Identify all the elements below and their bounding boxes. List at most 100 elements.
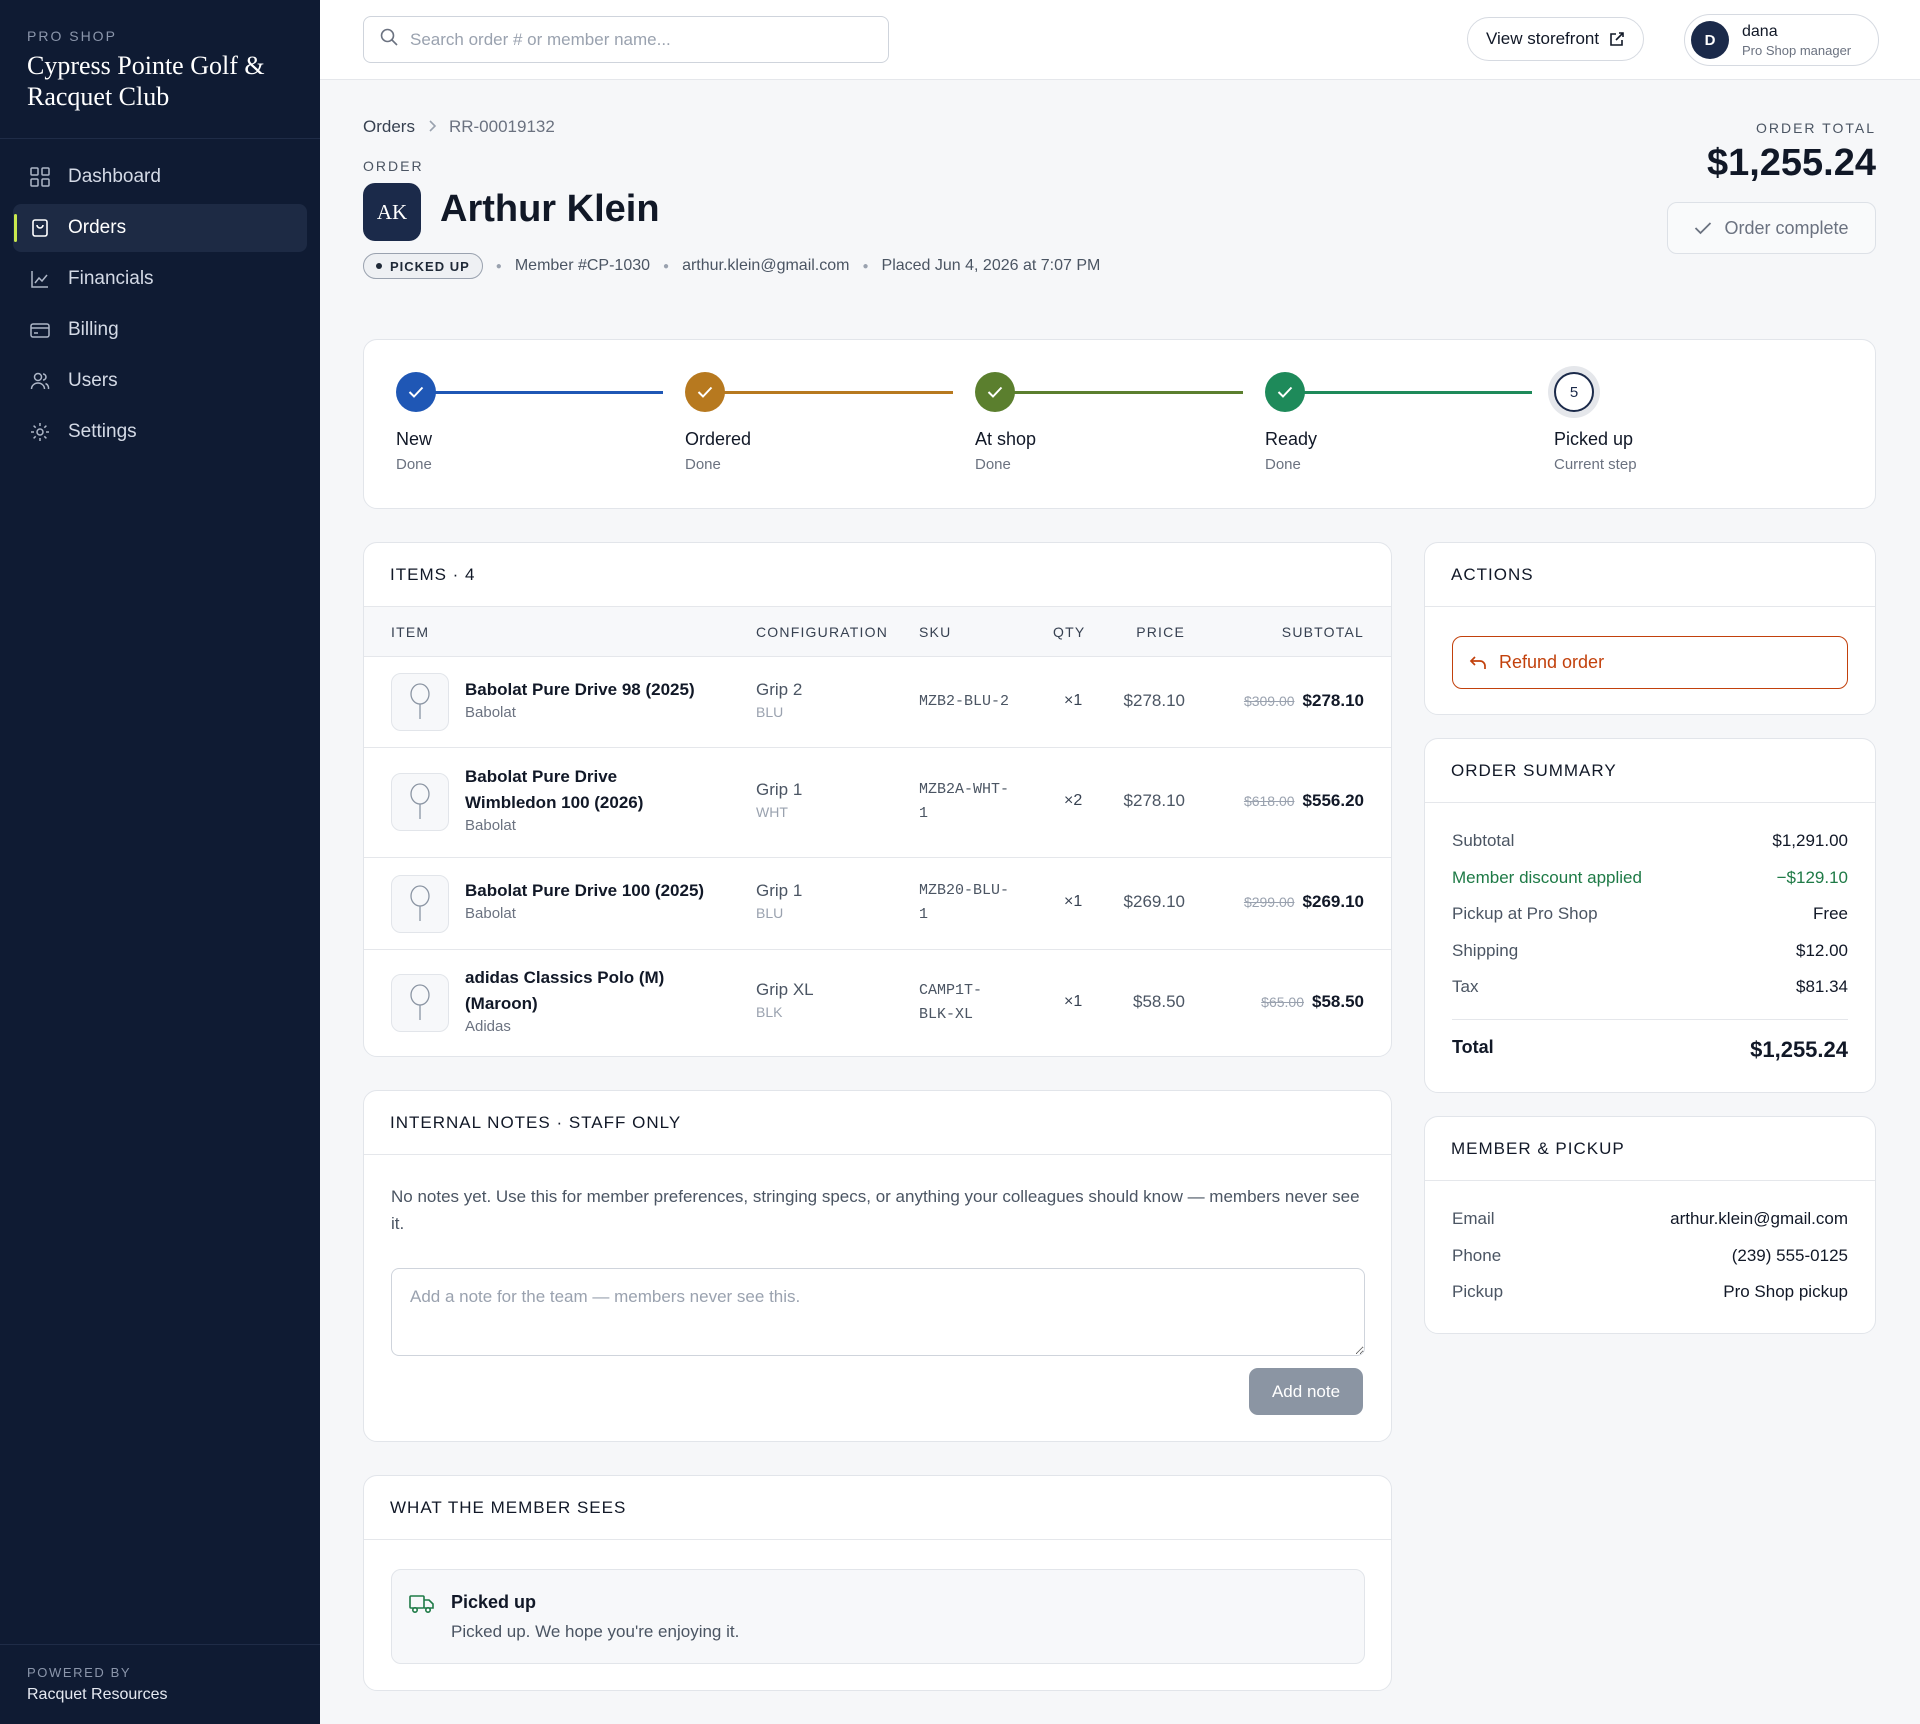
detail-label: Email: [1452, 1209, 1495, 1228]
sidebar-item-users[interactable]: Users: [13, 357, 307, 405]
column-configuration: CONFIGURATION: [756, 623, 889, 640]
user-info: dana Pro Shop manager: [1742, 23, 1851, 58]
column-qty: QTY: [1053, 623, 1086, 640]
separator-dot: ●: [663, 260, 670, 272]
step-status: Done: [1265, 456, 1301, 473]
powered-by-label: POWERED BY: [27, 1665, 132, 1680]
table-row[interactable]: Babolat Pure Drive 100 (2025) Babolat Gr…: [364, 858, 1391, 950]
member-number: Member #CP-1030: [514, 257, 651, 274]
breadcrumb-orders-link[interactable]: Orders: [363, 117, 415, 136]
avatar: D: [1691, 21, 1729, 59]
summary-shipping: Shipping $12.00: [1452, 941, 1848, 961]
subtotal-value: $58.50: [1312, 992, 1364, 1011]
item-subtotal: $309.00 $278.10: [1244, 691, 1364, 711]
chart-icon: [29, 268, 51, 290]
summary-tax: Tax $81.34: [1452, 977, 1848, 997]
config-color: BLU: [756, 905, 784, 921]
racquet-icon: [391, 875, 449, 933]
column-item: ITEM: [391, 623, 430, 640]
add-note-button[interactable]: Add note: [1249, 1368, 1363, 1415]
placed-date: Placed Jun 4, 2026 at 7:07 PM: [881, 257, 1101, 274]
status-badge-label: PICKED UP: [390, 258, 470, 274]
powered-by-name: Racquet Resources: [27, 1686, 168, 1703]
member-avatar: AK: [363, 183, 421, 241]
view-storefront-label: View storefront: [1486, 29, 1600, 48]
sidebar-item-financials[interactable]: Financials: [13, 255, 307, 303]
step-new: [396, 372, 436, 412]
item-subtotal: $65.00 $58.50: [1261, 992, 1364, 1012]
sidebar-item-label: Settings: [68, 421, 137, 442]
sidebar-item-dashboard[interactable]: Dashboard: [13, 153, 307, 201]
table-row[interactable]: Babolat Pure Drive Wimbledon 100 (2026) …: [364, 748, 1391, 858]
search-box[interactable]: [363, 16, 889, 63]
summary-total: Total $1,255.24: [1452, 1037, 1848, 1063]
item-configuration: Grip 1 BLU: [756, 881, 802, 921]
detail-value: Pro Shop pickup: [1723, 1282, 1848, 1301]
item-info: Babolat Pure Drive 98 (2025) Babolat: [465, 677, 695, 721]
note-textarea[interactable]: [391, 1268, 1365, 1356]
subtotal-value: $278.10: [1302, 691, 1364, 710]
sidebar-footer: POWERED BY Racquet Resources: [0, 1644, 320, 1724]
step-connector: [1285, 391, 1532, 394]
table-row[interactable]: Babolat Pure Drive 98 (2025) Babolat Gri…: [364, 657, 1391, 748]
brand-eyebrow: PRO SHOP: [27, 28, 117, 44]
sidebar-item-label: Orders: [68, 217, 127, 238]
config-grip: Grip 1: [756, 780, 803, 799]
step-status: Current step: [1554, 456, 1637, 473]
sidebar-item-billing[interactable]: Billing: [13, 306, 307, 354]
view-storefront-button[interactable]: View storefront: [1467, 17, 1645, 61]
notes-empty-text: No notes yet. Use this for member prefer…: [391, 1187, 1360, 1233]
sku-line: BLK-XL: [919, 1006, 974, 1023]
detail-value: (239) 555-0125: [1731, 1246, 1848, 1265]
items-card: ITEMS · 4 ITEM CONFIGURATION SKU QTY PRI…: [363, 542, 1392, 1057]
gear-icon: [29, 421, 51, 443]
sidebar-item-label: Users: [68, 370, 118, 391]
summary-value: Free: [1813, 904, 1848, 923]
config-grip: Grip 1: [756, 881, 803, 900]
items-title: ITEMS · 4: [364, 543, 1391, 607]
summary-label: Tax: [1452, 977, 1479, 996]
item-sku: MZB2A-WHT- 1: [919, 778, 1009, 826]
config-grip: Grip XL: [756, 980, 814, 999]
item-sku: MZB2-BLU-2: [919, 690, 1009, 714]
users-icon: [29, 370, 51, 392]
member-view-message: Picked up. We hope you're enjoying it.: [451, 1622, 740, 1641]
sidebar-item-settings[interactable]: Settings: [13, 408, 307, 456]
search-input[interactable]: [410, 29, 850, 50]
user-name: dana: [1742, 22, 1778, 40]
summary-value: $12.00: [1796, 941, 1848, 960]
bag-icon: [29, 217, 51, 239]
item-configuration: Grip XL BLK: [756, 980, 814, 1020]
user-menu[interactable]: D dana Pro Shop manager: [1684, 14, 1879, 66]
user-role: Pro Shop manager: [1742, 42, 1852, 58]
original-price: $65.00: [1261, 994, 1304, 1010]
item-name-line: (Maroon): [465, 994, 538, 1013]
sidebar-item-label: Billing: [68, 319, 119, 340]
member-view-status: Picked up: [451, 1592, 537, 1612]
page-title: Arthur Klein: [440, 188, 660, 230]
table-row[interactable]: adidas Classics Polo (M) (Maroon) Adidas…: [364, 950, 1391, 1056]
original-price: $618.00: [1243, 793, 1295, 809]
order-complete-button[interactable]: Order complete: [1667, 202, 1876, 254]
member-phone-row: Phone (239) 555-0125: [1452, 1246, 1848, 1266]
member-email-row: Email arthur.klein@gmail.com: [1452, 1209, 1848, 1229]
sku-line: MZB20-BLU-: [919, 882, 1010, 899]
config-color: BLK: [756, 1004, 783, 1020]
sidebar-item-orders[interactable]: Orders: [13, 204, 307, 252]
order-eyebrow: ORDER: [363, 158, 424, 174]
refund-order-button[interactable]: Refund order: [1452, 636, 1848, 689]
notes-title: INTERNAL NOTES · STAFF ONLY: [364, 1091, 1391, 1155]
summary-label: Subtotal: [1452, 831, 1515, 850]
top-bar: View storefront D dana Pro Shop manager: [320, 0, 1920, 80]
summary-label: Shipping: [1452, 941, 1519, 960]
summary-value: $1,255.24: [1750, 1037, 1848, 1062]
summary-value: $1,291.00: [1772, 831, 1848, 850]
item-info: Babolat Pure Drive 100 (2025) Babolat: [465, 878, 704, 922]
breadcrumb: Orders RR-00019132: [363, 117, 555, 137]
item-info: adidas Classics Polo (M) (Maroon) Adidas: [465, 965, 664, 1035]
member-view-title: WHAT THE MEMBER SEES: [364, 1476, 1391, 1540]
detail-label: Phone: [1452, 1246, 1502, 1265]
summary-divider: [1452, 1019, 1848, 1020]
step-picked-up: 5: [1554, 372, 1594, 412]
sidebar-item-label: Financials: [68, 268, 154, 289]
